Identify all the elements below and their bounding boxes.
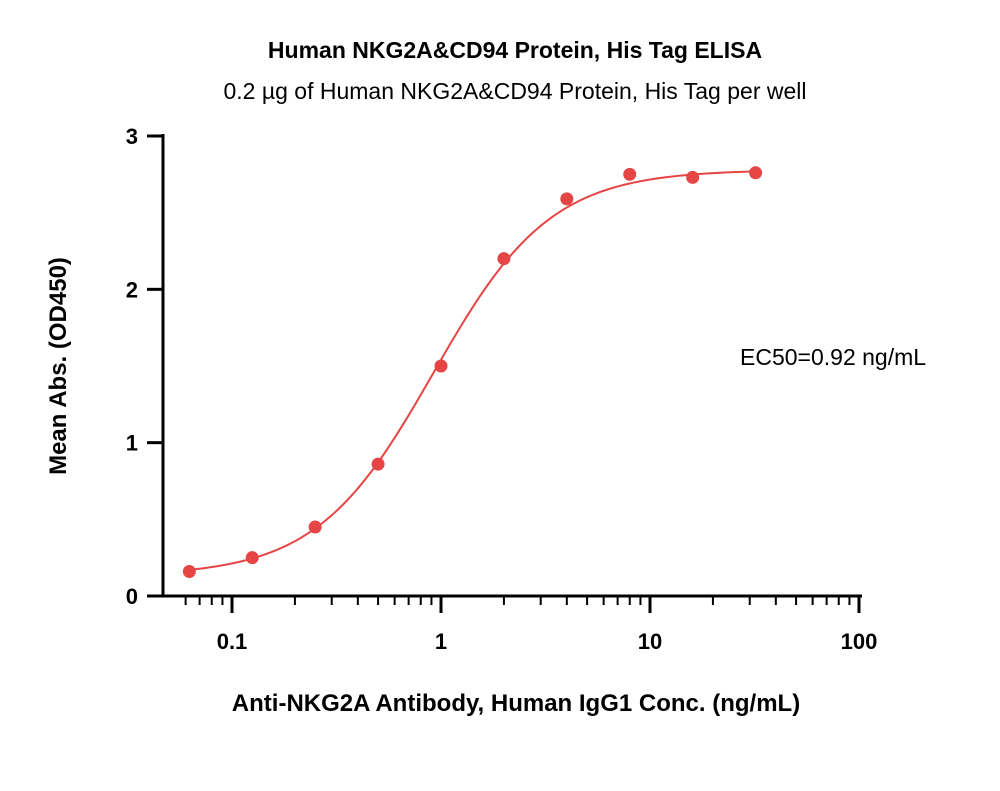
- x-tick-label: 10: [638, 629, 662, 654]
- x-tick-label: 0.1: [217, 629, 248, 654]
- plot-area: [182, 166, 763, 578]
- y-tick-label: 3: [126, 124, 138, 149]
- data-point: [434, 359, 448, 373]
- data-point: [686, 170, 700, 184]
- data-point: [245, 551, 259, 565]
- y-ticks: 0 1 2 3: [126, 124, 163, 609]
- fit-curve: [189, 170, 756, 571]
- chart-title: Human NKG2A&CD94 Protein, His Tag ELISA: [268, 37, 762, 63]
- y-tick-label: 0: [126, 584, 138, 609]
- x-ticks: 0.1 1 10 100: [184, 596, 878, 654]
- x-tick-label: 100: [841, 629, 878, 654]
- chart-subtitle: 0.2 µg of Human NKG2A&CD94 Protein, His …: [224, 78, 807, 104]
- x-axis-label: Anti-NKG2A Antibody, Human IgG1 Conc. (n…: [232, 690, 800, 717]
- data-point: [371, 457, 385, 471]
- y-tick-label: 2: [126, 277, 138, 302]
- data-points: [182, 166, 763, 578]
- x-tick-label: 1: [435, 629, 447, 654]
- data-point: [749, 166, 763, 180]
- data-point: [560, 192, 574, 206]
- y-axis-label: Mean Abs. (OD450): [45, 257, 72, 475]
- data-point: [182, 564, 196, 578]
- data-point: [623, 167, 637, 181]
- ec50-annotation: EC50=0.92 ng/mL: [740, 344, 926, 370]
- y-tick-label: 1: [126, 431, 138, 456]
- data-point: [497, 252, 511, 266]
- data-point: [308, 520, 322, 534]
